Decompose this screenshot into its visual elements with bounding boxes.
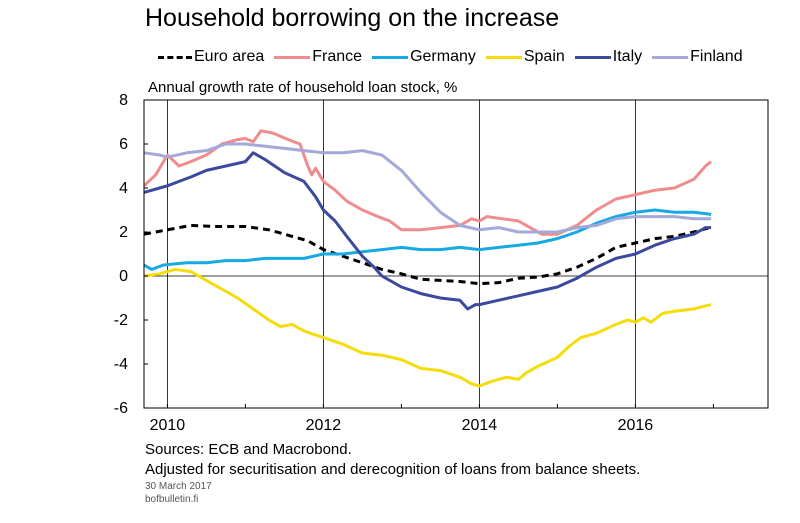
- legend-label: Finland: [690, 48, 743, 65]
- series-line-finland: [143, 142, 712, 234]
- x-tick-labels: 2010 2012 2014 2016: [150, 404, 714, 434]
- series-line-france: [142, 129, 713, 236]
- legend-item-germany: Germany: [372, 48, 476, 66]
- legend-item-spain: Spain: [485, 48, 565, 66]
- y-tick-label-6: -4: [114, 356, 128, 373]
- legend-label: France: [312, 48, 363, 65]
- series-line-germany: [143, 208, 712, 271]
- site-name: bofbulletin.fi: [145, 494, 199, 505]
- series-group: [142, 129, 713, 388]
- y-tick-labels: 8 6 4 2 0 -2 -4 -6: [114, 92, 148, 417]
- x-tick-label-1: 2012: [306, 417, 342, 434]
- legend-label: Euro area: [194, 48, 265, 65]
- x-tick-label-2: 2014: [462, 417, 498, 434]
- legend-label: Italy: [612, 48, 643, 65]
- plot-frame: [143, 99, 769, 409]
- legend-swatch: [485, 55, 522, 59]
- y-tick-label-3: 2: [119, 224, 128, 241]
- legend-swatch: [574, 55, 611, 59]
- y-tick-label-2: 4: [119, 180, 128, 197]
- legend: Euro area France Germany Spain Italy Finland: [158, 46, 753, 68]
- x-tick-label-0: 2010: [150, 417, 186, 434]
- series-line-euro-area: [143, 223, 710, 286]
- series-line-italy: [143, 151, 712, 311]
- y-tick-label-7: -6: [114, 400, 128, 417]
- legend-item-finland: Finland: [652, 48, 743, 66]
- y-tick-label-1: 6: [119, 136, 128, 153]
- x-tick-label-3: 2016: [618, 417, 654, 434]
- y-tick-label-0: 8: [119, 92, 128, 109]
- legend-swatch: [158, 55, 192, 59]
- series-line-spain: [143, 267, 712, 388]
- legend-label: Germany: [410, 48, 476, 65]
- grid-lines: [144, 100, 768, 408]
- legend-item-italy: Italy: [574, 48, 643, 66]
- y-tick-label-5: -2: [114, 312, 128, 329]
- legend-swatch: [652, 55, 689, 59]
- legend-swatch: [274, 55, 311, 59]
- chart-title: Household borrowing on the increase: [145, 4, 560, 32]
- legend-label: Spain: [523, 48, 565, 65]
- y-axis-label: Annual growth rate of household loan sto…: [148, 79, 458, 96]
- legend-item-euro-area: Euro area: [158, 48, 264, 66]
- legend-item-france: France: [274, 48, 362, 66]
- source-note: Sources: ECB and Macrobond.: [145, 441, 352, 458]
- publication-date: 30 March 2017: [145, 481, 212, 492]
- legend-swatch: [372, 55, 409, 59]
- y-tick-label-4: 0: [119, 268, 128, 285]
- adjustment-note: Adjusted for securitisation and derecogn…: [145, 461, 641, 478]
